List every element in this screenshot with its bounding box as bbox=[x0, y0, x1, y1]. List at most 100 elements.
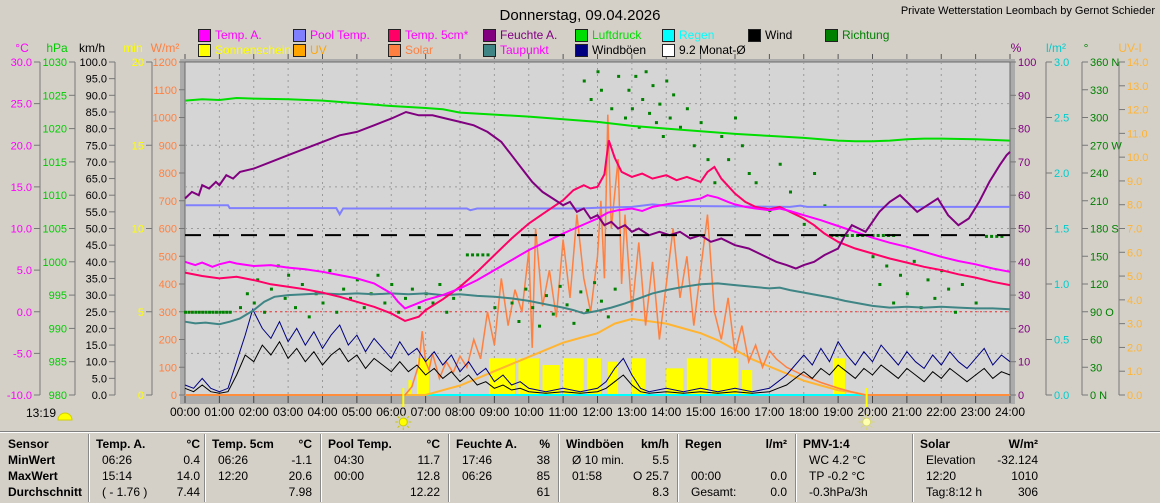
sunrise-icon-ray bbox=[406, 425, 410, 429]
axis-tick-label-uvi: 10.0 bbox=[1127, 152, 1148, 164]
series-richtung bbox=[995, 234, 999, 238]
axis-tick-label-celsius: 15.0 bbox=[11, 182, 32, 194]
legend-item-richtung[interactable]: Richtung bbox=[825, 29, 889, 42]
axis-tick-label-kmh: 20.0 bbox=[86, 323, 107, 335]
series-richtung bbox=[876, 233, 880, 237]
axis-tick-label-hpa: 1030 bbox=[43, 57, 67, 69]
axis-unit-hpa: hPa bbox=[46, 41, 68, 55]
series-richtung bbox=[871, 255, 875, 259]
table-cell-solar-value: 1010 bbox=[1011, 469, 1038, 483]
series-richtung bbox=[802, 222, 806, 226]
series-richtung bbox=[706, 158, 710, 162]
table-separator bbox=[677, 434, 678, 502]
series-richtung bbox=[452, 296, 456, 300]
axis-tick-label-uvi: 9.0 bbox=[1127, 176, 1142, 188]
legend-item-windboeen[interactable]: Windböen bbox=[575, 44, 646, 57]
axis-tick-label-celsius: 30.0 bbox=[11, 57, 32, 69]
legend-item-pool-temp[interactable]: Pool Temp. bbox=[293, 29, 370, 42]
legend-label-taupunkt: Taupunkt bbox=[500, 43, 549, 57]
axis-tick-label-pct: 10 bbox=[1018, 357, 1030, 369]
time-tick-label: 22:00 bbox=[926, 405, 956, 419]
axis-tick-label-wm2: 400 bbox=[159, 279, 177, 291]
legend-label-feuchte-a: Feuchte A. bbox=[500, 28, 558, 42]
axis-tick-label-kmh: 95.0 bbox=[86, 74, 107, 86]
series-richtung bbox=[417, 306, 421, 310]
axis-tick-label-wm2: 0 bbox=[171, 390, 177, 402]
axis-tick-label-uvi: 11.0 bbox=[1127, 128, 1148, 140]
series-sonnenschein bbox=[542, 365, 560, 395]
axis-tick-label-deg: 360 N bbox=[1090, 57, 1119, 69]
time-tick-label: 12:00 bbox=[582, 405, 612, 419]
table-row-label: MinWert bbox=[8, 453, 56, 467]
legend-item-feuchte-a[interactable]: Feuchte A. bbox=[483, 29, 557, 42]
series-richtung bbox=[813, 172, 817, 175]
series-richtung bbox=[397, 310, 401, 314]
series-richtung bbox=[471, 253, 475, 257]
series-richtung bbox=[734, 116, 737, 120]
axis-tick-label-pct: 100 bbox=[1018, 57, 1036, 69]
legend-swatch-richtung bbox=[825, 29, 838, 42]
series-richtung bbox=[648, 111, 652, 115]
legend-item-luftdruck[interactable]: Luftdruck bbox=[575, 29, 641, 42]
table-cell-pool-temp-value: 12.22 bbox=[409, 485, 440, 499]
axis-tick-label-hpa: 1010 bbox=[43, 190, 67, 202]
legend-item-sonnenschein[interactable]: Sonnenschein bbox=[198, 44, 291, 57]
time-tick-label: 18:00 bbox=[789, 405, 819, 419]
series-richtung bbox=[720, 135, 724, 138]
status-time: 13:19 bbox=[26, 406, 57, 420]
table-cell-temp-5cm-time: 06:26 bbox=[218, 453, 249, 467]
legend-item-temp-5cm[interactable]: Temp. 5cm* bbox=[388, 29, 468, 42]
legend-item-regen[interactable]: Regen bbox=[662, 29, 714, 42]
legend-swatch-temp-a bbox=[198, 29, 211, 42]
table-header-regen: Regen bbox=[685, 437, 722, 451]
axis-tick-label-min: 20 bbox=[132, 57, 144, 69]
axis-tick-label-deg: 270 W bbox=[1090, 140, 1122, 152]
table-header-pmv: PMV-1:4 bbox=[803, 437, 850, 451]
legend-swatch-taupunkt bbox=[483, 44, 496, 57]
time-tick-label: 04:00 bbox=[307, 405, 337, 419]
legend-item-uv[interactable]: UV bbox=[293, 44, 327, 57]
table-cell-windboeen-time: Ø 10 min. bbox=[572, 453, 625, 467]
time-tick-label: 23:00 bbox=[961, 405, 991, 419]
time-tick-label: 13:00 bbox=[617, 405, 647, 419]
axis-tick-label-uvi: 0.0 bbox=[1127, 390, 1142, 402]
axis-tick-label-celsius: -5.0 bbox=[13, 348, 32, 360]
series-sonnenschein bbox=[741, 370, 753, 395]
axis-tick-label-wm2: 300 bbox=[159, 307, 177, 319]
page-title: Donnerstag, 09.04.2026 bbox=[499, 7, 661, 24]
legend-item-taupunkt[interactable]: Taupunkt bbox=[483, 44, 549, 57]
time-tick-label: 16:00 bbox=[720, 405, 750, 419]
legend-item-wind[interactable]: Wind bbox=[748, 29, 792, 42]
table-cell-temp-5cm-value: 7.98 bbox=[288, 485, 312, 499]
legend-label-pool-temp: Pool Temp. bbox=[310, 28, 370, 42]
table-unit-solar: W/m² bbox=[1008, 437, 1038, 451]
legend-item-monat[interactable]: 9.2 Monat-Ø bbox=[662, 44, 746, 57]
axis-tick-label-min: 0 bbox=[138, 390, 144, 402]
legend-item-solar[interactable]: Solar bbox=[388, 44, 433, 57]
time-tick-label: 08:00 bbox=[445, 405, 475, 419]
series-sonnenschein bbox=[686, 358, 708, 395]
time-tick-label: 24:00 bbox=[995, 405, 1025, 419]
axis-tick-label-deg: 240 bbox=[1090, 168, 1108, 180]
series-richtung bbox=[905, 292, 909, 296]
axis-tick-label-hpa: 1015 bbox=[43, 157, 67, 169]
legend-item-temp-a[interactable]: Temp. A. bbox=[198, 29, 262, 42]
series-richtung bbox=[679, 125, 682, 129]
axis-tick-label-deg: 0 N bbox=[1090, 390, 1107, 402]
legend-label-windboeen: Windböen bbox=[592, 43, 647, 57]
station-credit: Private Wetterstation Leombach by Gernot… bbox=[900, 5, 1155, 17]
series-richtung bbox=[624, 116, 627, 120]
legend-swatch-luftdruck bbox=[575, 29, 588, 42]
series-richtung bbox=[476, 253, 480, 257]
axis-tick-label-hpa: 1000 bbox=[43, 257, 67, 269]
series-richtung bbox=[589, 98, 593, 101]
axis-tick-label-pct: 0 bbox=[1018, 390, 1024, 402]
axis-tick-label-kmh: 75.0 bbox=[86, 140, 107, 152]
sunset-icon-ray bbox=[860, 425, 864, 429]
series-richtung bbox=[201, 310, 205, 314]
sunrise-icon-ray bbox=[406, 415, 410, 419]
axis-tick-label-wm2: 500 bbox=[159, 251, 177, 263]
series-richtung bbox=[197, 310, 201, 314]
axis-tick-label-wm2: 1000 bbox=[153, 113, 177, 125]
axis-tick-label-min: 5 bbox=[138, 307, 144, 319]
